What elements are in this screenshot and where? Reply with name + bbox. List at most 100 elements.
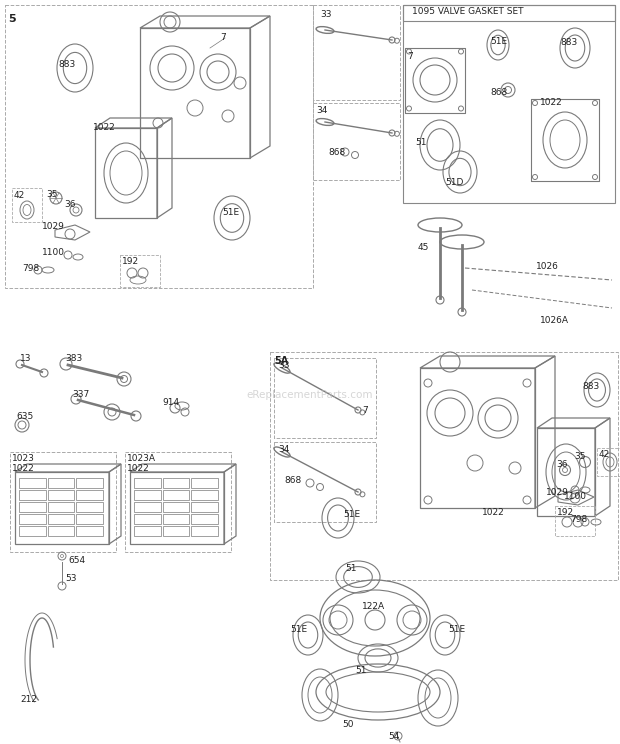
Text: 13: 13 [20, 354, 32, 363]
Text: 53: 53 [65, 574, 76, 583]
Text: 1022: 1022 [540, 98, 563, 107]
Bar [403, 5, 615, 21]
Text: 1100: 1100 [564, 492, 587, 501]
Text: 798: 798 [22, 264, 39, 273]
Bar [76, 478, 103, 488]
Text: 34: 34 [278, 445, 290, 454]
Bar [162, 478, 189, 488]
Bar [48, 502, 74, 512]
Bar [192, 478, 218, 488]
Text: 33: 33 [278, 361, 290, 370]
Bar [134, 490, 161, 500]
Text: 1029: 1029 [42, 222, 65, 231]
Text: 51E: 51E [290, 625, 307, 634]
Bar [10, 452, 116, 552]
Text: 1022: 1022 [12, 464, 35, 473]
Bar [537, 428, 595, 516]
Text: 50: 50 [342, 720, 353, 729]
Text: 1026A: 1026A [540, 316, 569, 325]
Text: 337: 337 [72, 390, 89, 399]
Text: 868: 868 [490, 88, 507, 97]
Bar [19, 490, 46, 500]
Text: 1022: 1022 [93, 123, 116, 132]
Text: 192: 192 [557, 508, 574, 517]
Bar [76, 526, 103, 536]
Text: 34: 34 [316, 106, 327, 115]
Bar [162, 514, 189, 524]
Bar [192, 502, 218, 512]
Text: 5A: 5A [274, 356, 288, 366]
Bar [120, 255, 160, 287]
Text: 51: 51 [355, 666, 366, 675]
Bar [597, 448, 620, 476]
Text: 45: 45 [418, 243, 430, 252]
Text: 122A: 122A [362, 602, 385, 611]
Text: 883: 883 [582, 382, 600, 391]
Bar [162, 490, 189, 500]
Text: 635: 635 [16, 412, 33, 421]
Bar [48, 514, 74, 524]
Bar [125, 452, 231, 552]
Text: 51E: 51E [448, 625, 465, 634]
Bar [19, 502, 46, 512]
Bar [48, 490, 74, 500]
Bar [403, 5, 615, 203]
Text: 868: 868 [328, 148, 345, 157]
Bar [405, 48, 465, 112]
Text: 36: 36 [556, 460, 567, 469]
Text: 42: 42 [14, 191, 25, 200]
Text: 1095 VALVE GASKET SET: 1095 VALVE GASKET SET [412, 7, 523, 16]
Bar [420, 368, 535, 508]
Text: 5: 5 [8, 14, 16, 24]
Bar [134, 514, 161, 524]
Text: 35: 35 [46, 190, 58, 199]
Text: 7: 7 [220, 33, 226, 42]
Text: 54: 54 [388, 732, 399, 741]
Bar [313, 5, 400, 100]
Text: 383: 383 [65, 354, 82, 363]
Text: 35: 35 [574, 452, 585, 461]
Text: 7: 7 [407, 52, 413, 61]
Text: 42: 42 [599, 450, 610, 459]
Text: 798: 798 [570, 515, 587, 524]
Text: 51E: 51E [222, 208, 239, 217]
Text: eReplacementParts.com: eReplacementParts.com [247, 390, 373, 400]
Bar [19, 478, 46, 488]
Text: 51D: 51D [445, 178, 463, 187]
Text: 1022: 1022 [127, 464, 150, 473]
Text: 868: 868 [284, 476, 301, 485]
Bar [19, 514, 46, 524]
Bar [134, 502, 161, 512]
Bar [555, 506, 595, 536]
Text: 1026: 1026 [536, 262, 559, 271]
Text: 1029: 1029 [546, 488, 569, 497]
Bar [15, 472, 109, 544]
Text: 1100: 1100 [42, 248, 65, 257]
Bar [130, 472, 224, 544]
Bar [134, 526, 161, 536]
Bar [48, 478, 74, 488]
Bar [95, 128, 157, 218]
Text: 51E: 51E [343, 510, 360, 519]
Bar [76, 490, 103, 500]
Bar [19, 526, 46, 536]
Bar [5, 5, 313, 288]
Text: 33: 33 [320, 10, 332, 19]
Bar [270, 352, 618, 580]
Text: 1022: 1022 [482, 508, 505, 517]
Text: 51: 51 [345, 564, 356, 573]
Bar [313, 103, 400, 180]
Text: 1023: 1023 [12, 454, 35, 463]
Bar [162, 502, 189, 512]
Bar [192, 526, 218, 536]
Text: 883: 883 [560, 38, 577, 47]
Bar [134, 478, 161, 488]
Bar [192, 490, 218, 500]
Text: 192: 192 [122, 257, 139, 266]
Text: 36: 36 [64, 200, 76, 209]
Bar [48, 526, 74, 536]
Text: 51: 51 [415, 138, 427, 147]
Text: 51E: 51E [490, 37, 507, 46]
Text: 1023A: 1023A [127, 454, 156, 463]
Text: 654: 654 [68, 556, 85, 565]
